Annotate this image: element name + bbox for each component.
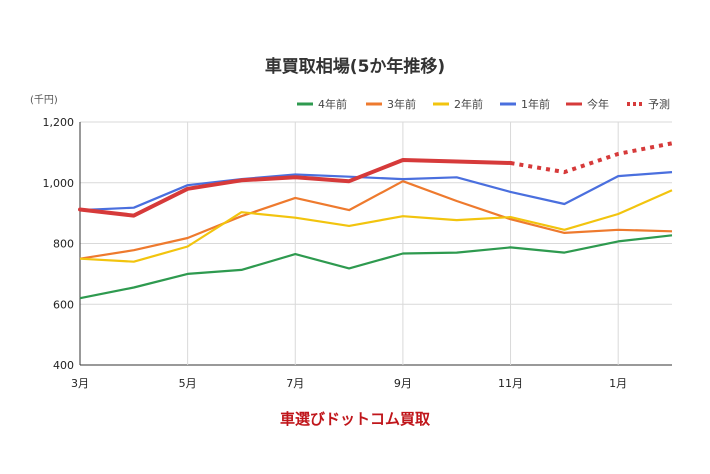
legend-label: 1年前	[521, 97, 550, 111]
y-axis-ticks: 400 600 800 1,000 1,200	[43, 116, 75, 372]
x-axis-ticks: 3月 5月 7月 9月 11月 1月	[71, 377, 627, 390]
footer-caption: 車選びドットコム買取	[280, 410, 431, 428]
legend-label: 今年	[587, 97, 609, 111]
legend-label: 4年前	[318, 97, 347, 111]
gridlines	[79, 121, 672, 366]
series-line-5	[510, 141, 673, 175]
y-tick-label: 400	[53, 359, 74, 372]
y-unit-label: (千円)	[30, 94, 58, 106]
series-line-22	[79, 189, 673, 263]
x-tick-label: 3月	[71, 377, 89, 390]
series-line-13	[79, 171, 673, 212]
legend: 4年前 3年前 2年前 1年前 今年 予測	[297, 97, 670, 111]
legend-label: 3年前	[387, 97, 416, 111]
x-tick-label: 11月	[498, 377, 523, 390]
y-tick-label: 1,000	[43, 177, 75, 190]
series-line-40	[79, 234, 673, 300]
legend-label: 2年前	[454, 97, 483, 111]
x-tick-label: 7月	[286, 377, 304, 390]
y-tick-label: 600	[53, 298, 74, 311]
x-tick-label: 9月	[394, 377, 412, 390]
y-tick-label: 800	[53, 238, 74, 251]
series-lines	[78, 141, 673, 300]
x-tick-label: 1月	[609, 377, 627, 390]
chart-title: 車買取相場(5か年推移)	[265, 56, 445, 77]
x-tick-label: 5月	[179, 377, 197, 390]
series-line-31	[79, 180, 673, 260]
y-tick-label: 1,200	[43, 116, 75, 129]
legend-label: 予測	[648, 97, 670, 111]
series-line-4	[78, 158, 513, 218]
